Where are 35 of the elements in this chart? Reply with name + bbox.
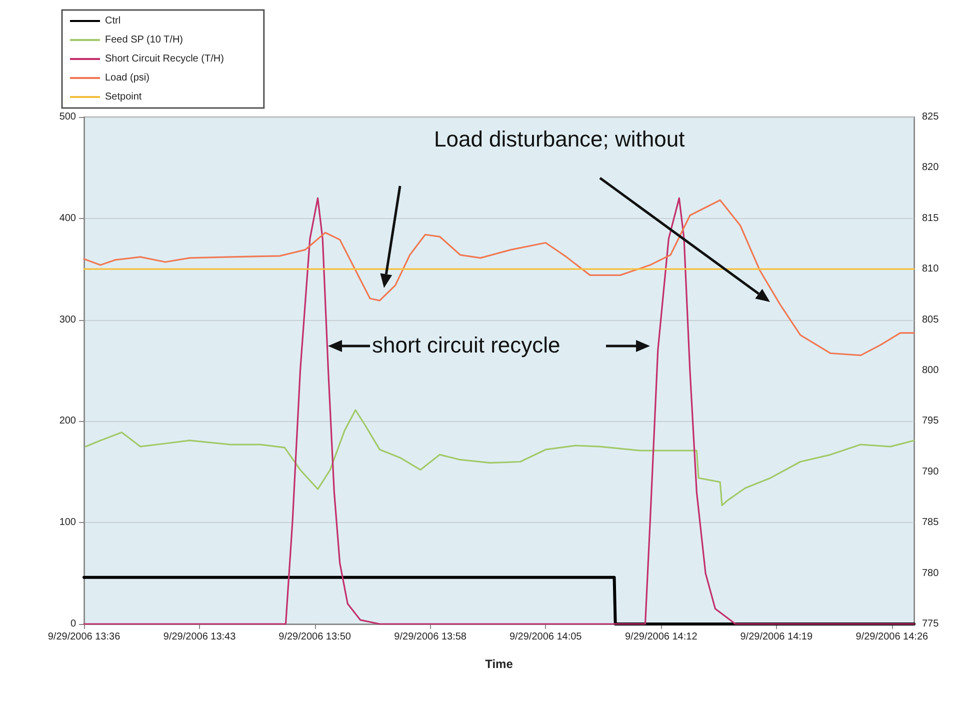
x-tick-label: 9/29/2006 13:43	[163, 632, 236, 642]
y2-tick-label: 820	[922, 162, 940, 174]
y2-tick-label: 805	[922, 314, 940, 326]
x-axis-title: Time	[485, 657, 514, 671]
y-tick-label: 300	[59, 314, 76, 326]
y2-tick-label: 825	[922, 112, 940, 122]
y-tick-label: 200	[59, 416, 76, 427]
y-tick-label: 0	[70, 618, 76, 630]
x-tick-label: 9/29/2006 14:19	[740, 632, 813, 642]
legend-label: Ctrl	[105, 16, 121, 26]
x-tick-label: 9/29/2006 13:58	[394, 632, 467, 642]
annotation: Load disturbance; without	[434, 126, 685, 152]
y2-tick-label: 790	[922, 466, 940, 478]
x-tick-label: 9/29/2006 14:26	[856, 632, 928, 642]
legend-label: Load (psi)	[105, 72, 150, 84]
y2-tick-label: 815	[922, 212, 940, 224]
y2-tick-label: 800	[922, 365, 940, 376]
y-tick-label: 100	[59, 517, 76, 528]
y2-tick-label: 780	[922, 568, 940, 579]
annotation: short circuit recycle	[372, 332, 560, 358]
x-tick-label: 9/29/2006 14:05	[509, 632, 582, 642]
y-tick-label: 400	[59, 212, 76, 224]
line-series	[85, 409, 915, 506]
x-tick-label: 9/29/2006 13:36	[48, 632, 121, 642]
legend-label: Feed SP (10 T/H)	[105, 34, 183, 46]
line-series	[83, 199, 915, 356]
x-tick-label: 9/29/2006 14:12	[624, 632, 698, 642]
legend-label: Short Circuit Recycle (T/H)	[105, 54, 224, 64]
y2-tick-label: 785	[922, 517, 940, 528]
y2-tick-label: 775	[922, 618, 940, 630]
legend-label: Setpoint	[105, 92, 142, 102]
x-tick-label: 9/29/2006 13:50	[278, 632, 352, 642]
y2-tick-label: 810	[922, 264, 940, 275]
y2-tick-label: 795	[922, 416, 940, 427]
y-tick-label: 500	[59, 112, 76, 122]
